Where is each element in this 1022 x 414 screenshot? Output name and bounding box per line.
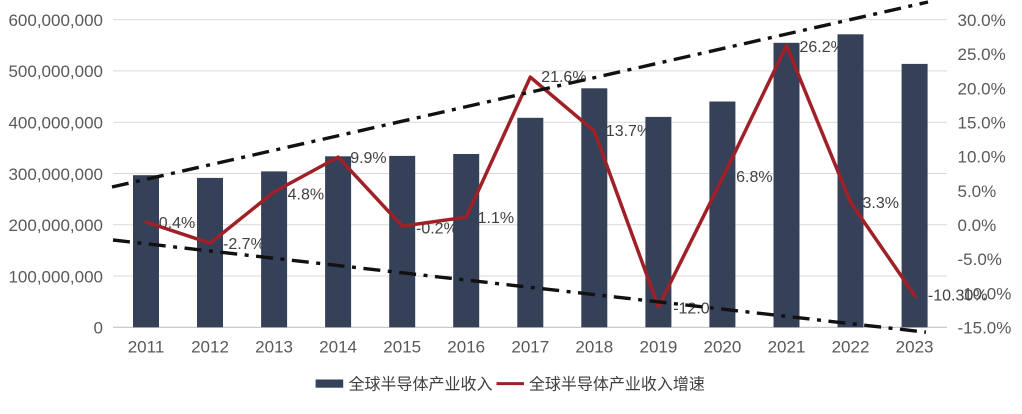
svg-text:-15.0%: -15.0% bbox=[958, 319, 1012, 338]
svg-text:2020: 2020 bbox=[703, 338, 741, 357]
svg-text:-2.7%: -2.7% bbox=[223, 236, 265, 253]
svg-text:2019: 2019 bbox=[639, 338, 677, 357]
svg-text:2013: 2013 bbox=[255, 338, 293, 357]
svg-text:600,000,000: 600,000,000 bbox=[8, 11, 103, 30]
svg-text:13.7%: 13.7% bbox=[606, 123, 651, 140]
svg-text:26.2%: 26.2% bbox=[800, 39, 845, 56]
svg-text:9.9%: 9.9% bbox=[350, 150, 386, 167]
svg-text:-10.30%: -10.30% bbox=[928, 287, 988, 304]
svg-text:-5.0%: -5.0% bbox=[958, 250, 1002, 269]
svg-text:2014: 2014 bbox=[319, 338, 357, 357]
svg-text:2017: 2017 bbox=[511, 338, 549, 357]
svg-text:6.8%: 6.8% bbox=[736, 169, 772, 186]
svg-text:3.3%: 3.3% bbox=[863, 195, 899, 212]
svg-text:2016: 2016 bbox=[447, 338, 485, 357]
svg-text:2023: 2023 bbox=[896, 338, 934, 357]
svg-text:-10.0%: -10.0% bbox=[958, 284, 1012, 303]
svg-text:300,000,000: 300,000,000 bbox=[8, 165, 103, 184]
svg-text:4.8%: 4.8% bbox=[288, 186, 324, 203]
svg-text:500,000,000: 500,000,000 bbox=[8, 62, 103, 81]
svg-text:全球半导体产业收入: 全球半导体产业收入 bbox=[349, 375, 493, 393]
svg-text:2015: 2015 bbox=[383, 338, 421, 357]
svg-text:2011: 2011 bbox=[128, 338, 165, 357]
svg-text:30.0%: 30.0% bbox=[958, 11, 1006, 30]
svg-text:2021: 2021 bbox=[768, 338, 806, 357]
svg-text:15.0%: 15.0% bbox=[958, 114, 1006, 133]
svg-text:20.0%: 20.0% bbox=[958, 79, 1006, 98]
svg-text:全球半导体产业收入增速: 全球半导体产业收入增速 bbox=[529, 375, 705, 393]
svg-text:0: 0 bbox=[94, 319, 103, 338]
svg-text:10.0%: 10.0% bbox=[958, 148, 1006, 167]
svg-text:2018: 2018 bbox=[575, 338, 613, 357]
svg-text:-0.2%: -0.2% bbox=[416, 220, 458, 237]
svg-text:25.0%: 25.0% bbox=[958, 45, 1006, 64]
svg-text:2022: 2022 bbox=[832, 338, 870, 357]
svg-text:5.0%: 5.0% bbox=[958, 182, 997, 201]
svg-text:100,000,000: 100,000,000 bbox=[8, 267, 103, 286]
svg-text:400,000,000: 400,000,000 bbox=[8, 114, 103, 133]
svg-text:1.1%: 1.1% bbox=[478, 210, 514, 227]
svg-text:0.0%: 0.0% bbox=[958, 216, 997, 235]
svg-text:2012: 2012 bbox=[191, 338, 229, 357]
svg-text:200,000,000: 200,000,000 bbox=[8, 216, 103, 235]
svg-text:21.6%: 21.6% bbox=[541, 69, 586, 86]
